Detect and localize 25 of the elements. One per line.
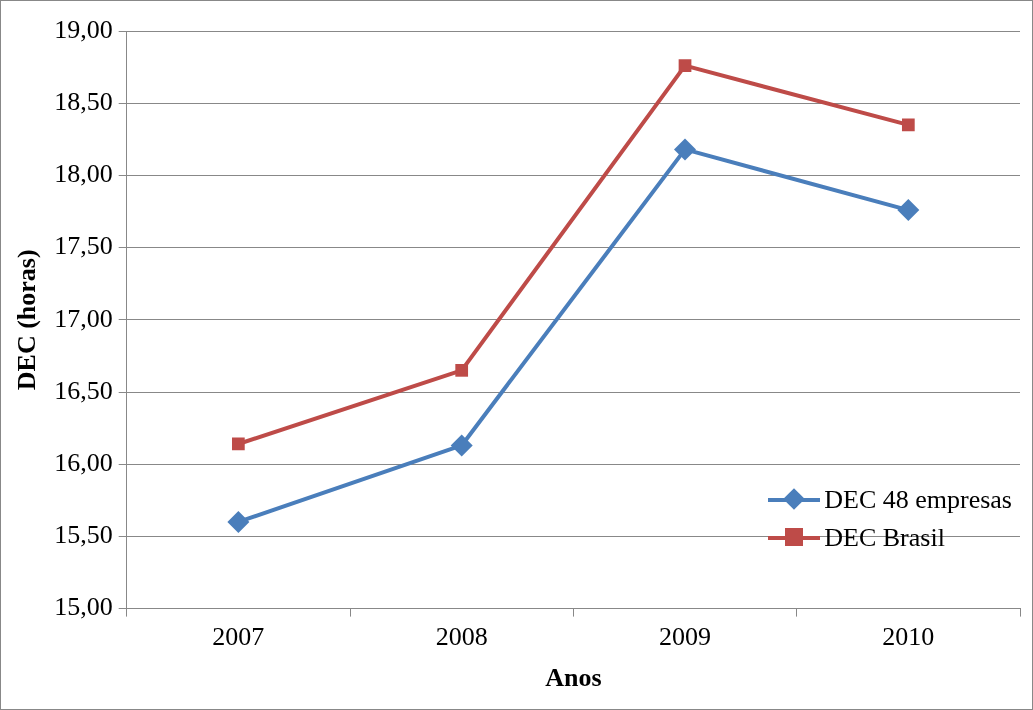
y-tick-label: 18,00 (54, 159, 113, 189)
y-tick-label: 17,00 (54, 303, 113, 333)
y-tick-label: 16,50 (54, 375, 113, 405)
y-tick-label: 15,00 (54, 592, 113, 622)
point (450, 434, 473, 457)
x-tick-label: 2009 (659, 622, 712, 652)
point (674, 138, 697, 161)
y-tick-label: 16,00 (54, 448, 113, 478)
x-tick-label: 2008 (435, 622, 488, 652)
point (455, 363, 469, 377)
point (232, 437, 245, 451)
y-tick-label: 17,50 (54, 231, 113, 261)
legend-label: DEC Brasil (824, 523, 945, 553)
y-tick-label: 18,50 (54, 87, 113, 117)
point (897, 199, 920, 222)
y-tick-label: 19,00 (54, 14, 113, 44)
y-tick-label: 15,50 (54, 520, 113, 550)
y-axis-title: DEC (horas) (12, 249, 42, 391)
x-axis-title: Anos (545, 663, 602, 693)
point (227, 510, 250, 533)
legend-label: DEC 48 empresas (824, 485, 1012, 515)
point (678, 59, 692, 73)
x-tick-label: 2010 (882, 622, 935, 652)
point (901, 118, 915, 132)
x-tick-label: 2007 (212, 622, 265, 652)
